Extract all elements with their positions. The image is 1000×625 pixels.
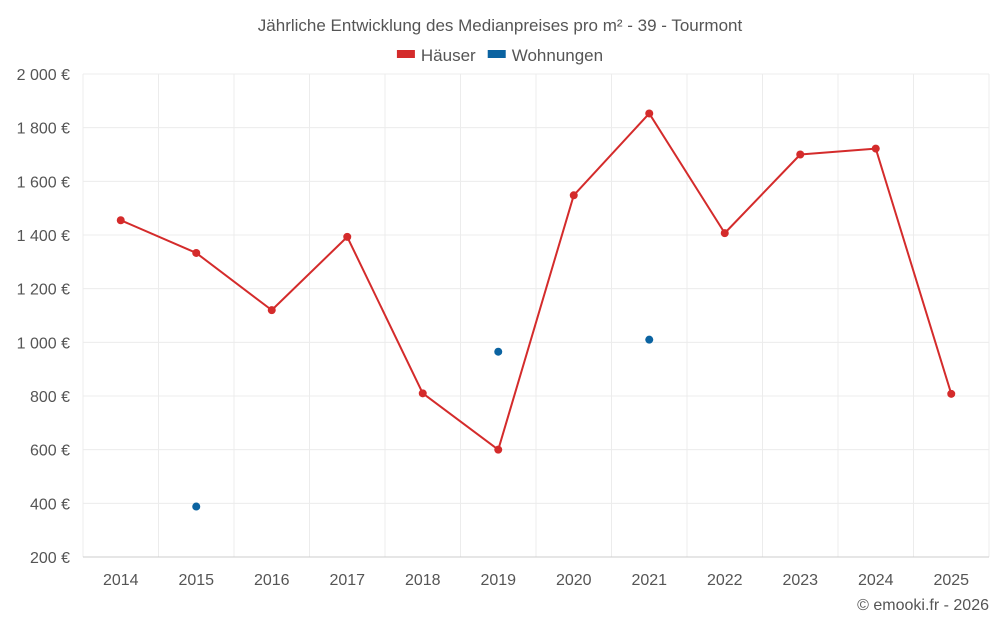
data-point[interactable] — [343, 232, 352, 241]
series-layer — [116, 109, 956, 511]
data-point[interactable] — [418, 389, 427, 398]
data-point[interactable] — [569, 191, 578, 200]
y-tick-label: 400 € — [30, 496, 70, 513]
x-axis-ticks: 2014 2015 2016 2017 2018 2019 2020 2021 2022 2023… — [103, 572, 969, 589]
y-tick-label: 1 200 € — [17, 282, 70, 299]
data-point[interactable] — [116, 216, 125, 225]
credit-text: © emooki.fr - 2026 — [857, 597, 989, 614]
legend-item[interactable]: Häuser — [396, 46, 476, 65]
data-point[interactable] — [494, 445, 503, 454]
series-1 — [192, 335, 654, 511]
x-tick-label: 2014 — [103, 572, 139, 589]
y-axis-ticks: 200 € 400 € 600 € 800 € 1 000 € 1 200 € 1 400 … — [17, 67, 70, 567]
data-point[interactable] — [645, 335, 654, 344]
x-tick-label: 2022 — [707, 572, 743, 589]
x-tick-label: 2018 — [405, 572, 441, 589]
legend-label: Häuser — [421, 46, 476, 65]
chart-title: Jährliche Entwicklung des Medianpreises … — [258, 16, 743, 35]
x-tick-label: 2021 — [631, 572, 667, 589]
y-tick-label: 1 800 € — [17, 121, 70, 138]
x-tick-label: 2015 — [178, 572, 214, 589]
y-tick-label: 1 400 € — [17, 228, 70, 245]
y-tick-label: 1 000 € — [17, 335, 70, 352]
x-tick-label: 2024 — [858, 572, 894, 589]
data-point[interactable] — [645, 109, 654, 118]
data-point[interactable] — [796, 150, 805, 159]
data-point[interactable] — [947, 389, 956, 398]
series-line — [120, 112, 953, 451]
x-tick-label: 2025 — [933, 572, 969, 589]
legend-item[interactable]: Wohnungen — [487, 46, 603, 65]
x-tick-label: 2017 — [329, 572, 365, 589]
y-tick-label: 1 600 € — [17, 174, 70, 191]
y-tick-label: 600 € — [30, 443, 70, 460]
y-tick-label: 200 € — [30, 550, 70, 567]
data-point[interactable] — [871, 144, 880, 153]
y-tick-label: 2 000 € — [17, 67, 70, 84]
data-point[interactable] — [267, 306, 276, 315]
series-0 — [116, 109, 956, 454]
legend-label: Wohnungen — [512, 46, 603, 65]
x-tick-label: 2023 — [782, 572, 818, 589]
data-point[interactable] — [192, 248, 201, 257]
x-tick-label: 2020 — [556, 572, 592, 589]
legend-swatch — [396, 50, 415, 58]
x-gridlines — [82, 74, 990, 557]
chart-legend: Häuser Wohnungen — [396, 46, 603, 65]
y-tick-label: 800 € — [30, 389, 70, 406]
x-tick-label: 2019 — [480, 572, 516, 589]
data-point[interactable] — [494, 347, 503, 356]
data-point[interactable] — [192, 502, 201, 511]
legend-swatch — [487, 50, 506, 58]
data-point[interactable] — [720, 229, 729, 238]
x-tick-label: 2016 — [254, 572, 290, 589]
